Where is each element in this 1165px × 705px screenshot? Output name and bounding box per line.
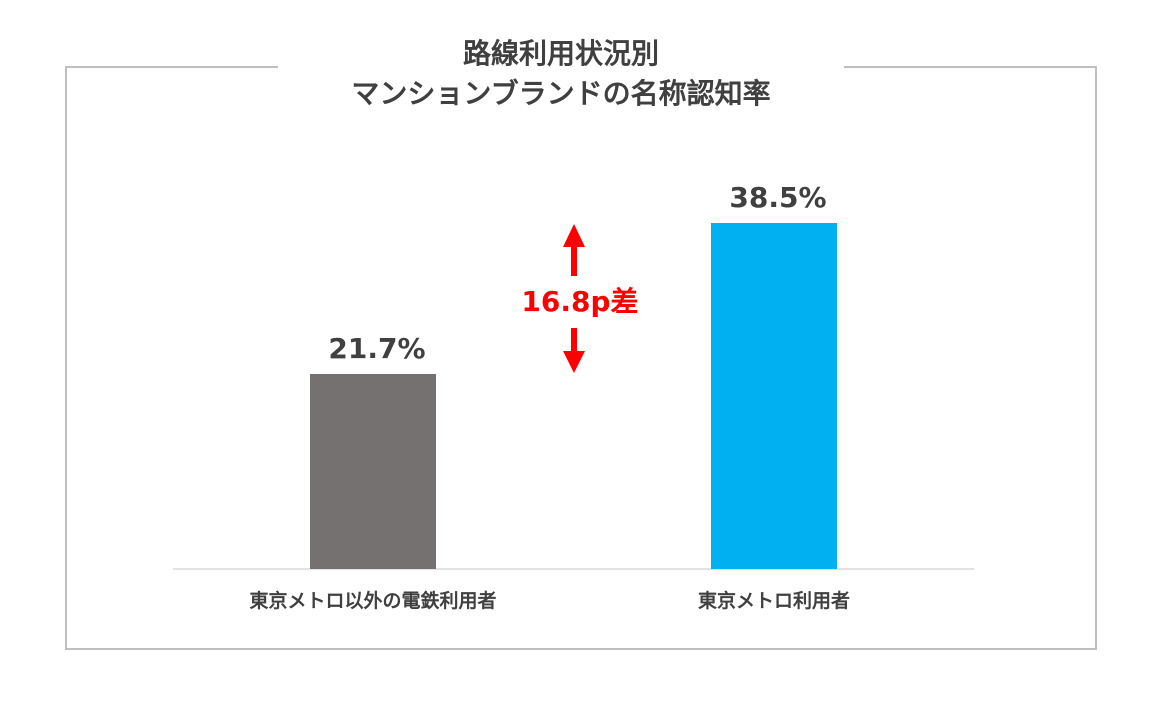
bar-other-railway-users: [310, 373, 436, 569]
down-arrow-shaft: [571, 328, 577, 352]
up-arrow-shaft: [571, 246, 577, 276]
x-tick-label: 東京メトロ以外の電鉄利用者: [249, 589, 496, 612]
bar-value-label: 38.5%: [729, 181, 826, 214]
up-arrow-icon: [563, 224, 585, 247]
chart-title: 路線利用状況別 マンションブランドの名称認知率: [278, 34, 844, 114]
chart-title-line-1: 路線利用状況別: [462, 37, 659, 70]
difference-annotation: 16.8p差: [521, 224, 639, 373]
bar-value-label: 21.7%: [328, 332, 425, 365]
difference-label: 16.8p差: [521, 285, 638, 318]
down-arrow-icon: [563, 351, 585, 373]
bar-tokyo-metro-users: [711, 223, 837, 569]
chart-title-line-2: マンションブランドの名称認知率: [351, 77, 771, 110]
x-tick-label: 東京メトロ利用者: [698, 589, 850, 612]
